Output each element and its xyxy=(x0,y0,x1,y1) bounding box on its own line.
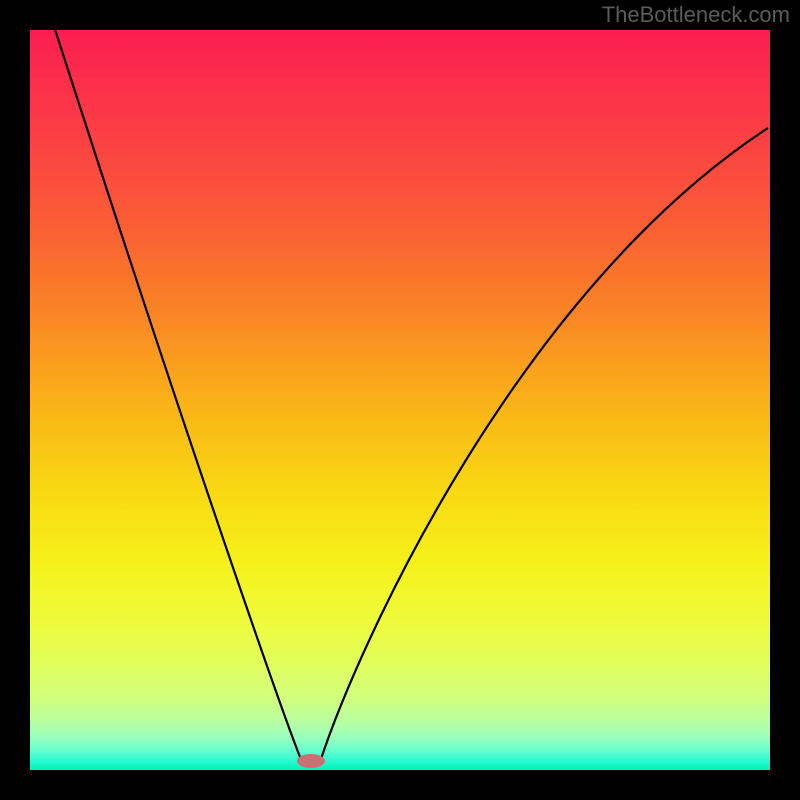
watermark-text: TheBottleneck.com xyxy=(602,2,790,28)
optimum-marker xyxy=(297,754,325,768)
bottleneck-chart xyxy=(0,0,800,800)
plot-background xyxy=(30,30,770,770)
